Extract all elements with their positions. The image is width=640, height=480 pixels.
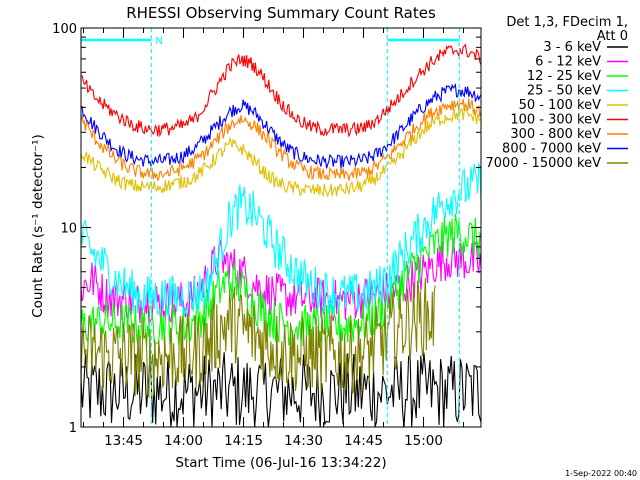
series-layer [81,43,481,427]
y-tick-label: 1 [69,421,77,436]
chart-title: RHESSI Observing Summary Count Rates [126,4,436,22]
axis-layer: 1 10 100 13:45 14:00 14:15 14:30 14:45 15:00 [52,22,481,449]
legend-label-6-12-kev: 6 - 12 keV [535,55,601,70]
legend-label-100-300-kev: 100 - 300 keV [510,113,601,128]
legend-label-300-800-kev: 300 - 800 keV [510,127,601,142]
series-line-50-100-kev [81,108,481,198]
legend-label-12-25-kev: 12 - 25 keV [527,69,601,84]
legend-label-25-50-kev: 25 - 50 keV [527,84,601,99]
series-line-12-25-kev [81,213,481,347]
legend-label-3-6-kev: 3 - 6 keV [543,40,601,55]
legend-header-line-2: Att 0 [597,29,628,44]
x-axis-label: Start Time (06-Jul-16 13:34:22) [175,455,386,471]
y-tick-label: 100 [52,22,77,37]
x-tick-label: 14:00 [164,433,203,449]
series-line-100-300-kev [81,43,481,138]
marker-layer: N [81,28,460,427]
legend-label-800-7000-kev: 800 - 7000 keV [502,142,601,157]
x-tick-label: 14:15 [224,433,263,449]
x-tick-label: 15:00 [404,433,443,449]
y-tick-label: 10 [60,222,77,237]
legend-label-7000-15000-kev: 7000 - 15000 keV [486,156,602,171]
timestamp: 1-Sep-2022 00:40 [565,469,637,478]
series-line-3-6-kev [81,352,481,427]
y-axis-label: Count Rate (s⁻¹ detector⁻¹) [30,134,46,318]
x-tick-label: 14:45 [344,433,383,449]
x-tick-label: 14:30 [284,433,323,449]
legend-label-50-100-kev: 50 - 100 keV [519,98,602,113]
series-line-300-800-kev [81,98,481,182]
series-line-25-50-kev [81,162,481,319]
legend-header-line-1: Det 1,3, FDecim 1, [506,15,628,30]
series-line-7000-15000-kev [81,277,436,399]
x-tick-label: 13:45 [104,433,143,449]
series-line-800-7000-kev [81,83,481,169]
marker-label-n: N [155,36,162,47]
